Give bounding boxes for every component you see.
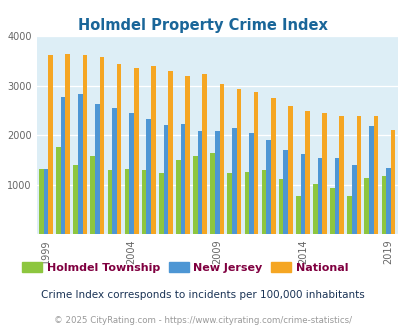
Bar [82,55,87,234]
Bar [249,133,253,234]
Bar [266,140,270,234]
Bar [390,130,394,234]
Bar [322,113,326,234]
Bar [278,179,283,234]
Bar [95,104,99,234]
Bar [146,119,151,234]
Bar [61,97,65,234]
Bar [287,106,292,234]
Text: Holmdel Property Crime Index: Holmdel Property Crime Index [78,18,327,33]
Bar [134,69,138,234]
Bar [385,168,390,234]
Bar [158,173,163,234]
Bar [210,153,214,234]
Text: © 2025 CityRating.com - https://www.cityrating.com/crime-statistics/: © 2025 CityRating.com - https://www.city… [54,316,351,325]
Bar [317,157,322,234]
Bar [373,116,377,234]
Legend: Holmdel Township, New Jersey, National: Holmdel Township, New Jersey, National [18,258,352,277]
Bar [99,57,104,234]
Bar [90,156,95,234]
Bar [381,176,385,234]
Bar [197,131,202,234]
Bar [351,165,356,234]
Bar [236,89,241,234]
Bar [300,154,305,234]
Bar [180,124,185,234]
Bar [295,196,300,234]
Bar [141,170,146,234]
Bar [364,178,368,234]
Bar [244,172,249,234]
Bar [270,98,275,234]
Bar [117,64,121,234]
Bar [227,173,231,234]
Bar [185,76,190,234]
Bar [193,156,197,234]
Text: Crime Index corresponds to incidents per 100,000 inhabitants: Crime Index corresponds to incidents per… [41,290,364,300]
Bar [368,126,373,234]
Bar [329,188,334,234]
Bar [163,125,168,234]
Bar [151,67,155,234]
Bar [39,169,44,234]
Bar [129,113,134,234]
Bar [283,150,287,234]
Bar [168,72,173,234]
Bar [346,196,351,234]
Bar [44,169,48,234]
Bar [231,128,236,234]
Bar [48,55,53,234]
Bar [312,184,317,234]
Bar [56,147,61,234]
Bar [339,116,343,234]
Bar [176,160,180,234]
Bar [356,116,360,234]
Bar [202,74,207,234]
Bar [124,169,129,234]
Bar [334,157,339,234]
Bar [107,170,112,234]
Bar [261,170,266,234]
Bar [73,166,78,234]
Bar [65,53,70,234]
Bar [219,84,224,234]
Bar [78,94,82,234]
Bar [253,92,258,234]
Bar [214,131,219,234]
Bar [112,108,117,234]
Bar [305,111,309,234]
